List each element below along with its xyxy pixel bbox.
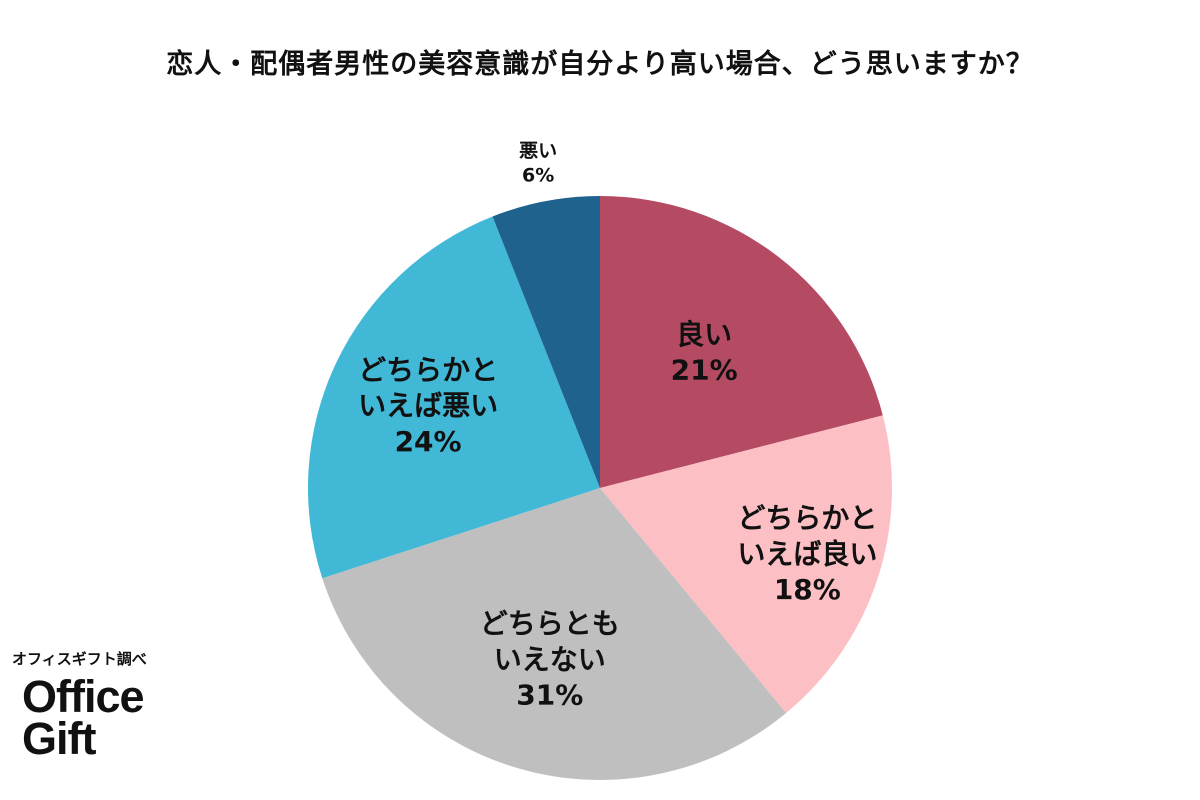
pie-slice [600, 415, 892, 713]
slice-category-label: いえば良い [737, 537, 877, 570]
slice-value-label: 31% [516, 679, 583, 712]
slice-category-label: 良い [676, 318, 732, 351]
pie-slice [600, 196, 883, 488]
pie-slice [322, 488, 787, 781]
slice-category-label: どちらかと [358, 353, 498, 386]
source-credit: オフィスギフト調べ [12, 650, 147, 668]
slice-value-label: 18% [774, 573, 841, 606]
brand-logo-line-2: Gift [22, 713, 96, 764]
slice-category-label: いえば悪い [358, 389, 498, 422]
brand-logo-line-1: Office [22, 671, 145, 722]
pie-labels: 良い21%どちらかといえば良い18%どちらともいえない31%どちらかといえば悪い… [358, 140, 877, 712]
slice-value-label: 24% [395, 425, 462, 458]
pie-slice [492, 196, 600, 488]
slice-value-label: 21% [671, 354, 738, 387]
pie-slice [308, 216, 600, 579]
brand-logo: Office Gift [22, 671, 145, 764]
slice-category-label: 悪い [519, 140, 557, 162]
chart-title: 恋人・配偶者男性の美容意識が自分より高い場合、どう思いますか？ [166, 49, 1034, 80]
slice-category-label: どちらとも [480, 607, 620, 640]
slice-category-label: いえない [494, 643, 606, 676]
slice-value-label: 6% [522, 165, 554, 187]
slice-category-label: どちらかと [737, 502, 877, 535]
pie-slices [308, 196, 892, 781]
